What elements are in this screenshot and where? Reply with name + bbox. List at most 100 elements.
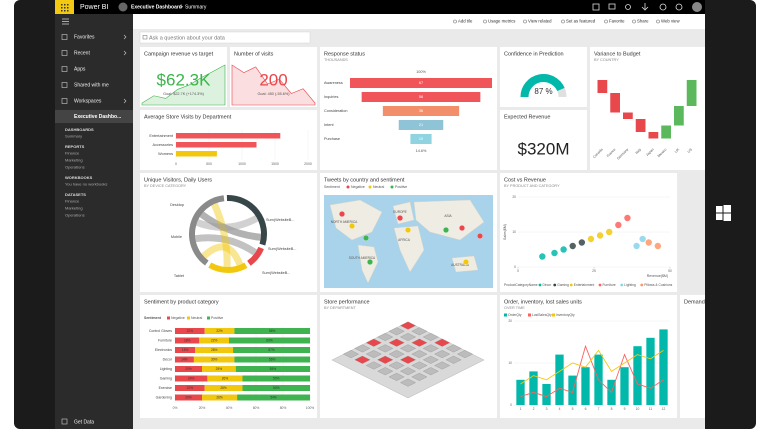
x-tick-label: 1	[520, 407, 522, 411]
chord-label: Sum(WebsiteB...	[262, 271, 290, 275]
legend-label: Positive	[211, 316, 223, 320]
y-tick-label: 0	[510, 403, 512, 407]
nav-item[interactable]: Apps	[74, 66, 86, 72]
chord-link	[195, 215, 259, 231]
data-label: 55%	[270, 367, 277, 371]
floor-block	[388, 338, 405, 347]
nav-section-item[interactable]: You have no workbooks	[65, 182, 107, 187]
floor-block	[365, 361, 382, 370]
funnel-stage: Inquiries	[324, 95, 338, 99]
toolbar-action[interactable]: Share	[637, 19, 649, 24]
tile[interactable]	[230, 47, 317, 107]
toolbar-action[interactable]: Set as featured	[566, 19, 596, 24]
bar	[581, 367, 590, 405]
waterfall-category: France	[606, 148, 617, 159]
y-tick-label: 20	[508, 319, 512, 323]
floor-block	[434, 350, 451, 359]
nav-section-item[interactable]: Operations	[65, 165, 85, 170]
toolbar-icon	[604, 19, 608, 24]
data-label: 28%	[211, 348, 218, 352]
line	[520, 344, 664, 398]
tile[interactable]	[680, 295, 710, 418]
tile[interactable]	[500, 173, 677, 292]
bar	[555, 354, 564, 405]
data-label: 22%	[216, 329, 223, 333]
funnel-bottom-label: 14.6%	[416, 149, 427, 153]
x-tick-label: 9	[624, 407, 626, 411]
tile[interactable]	[140, 47, 227, 107]
stacked-bar	[175, 394, 202, 401]
toolbar-icon	[632, 19, 636, 24]
tile-title: Order, inventory, lost sales units	[504, 299, 582, 305]
nav-current[interactable]: Executive Dashbo...	[74, 114, 122, 120]
legend-label: Negative	[171, 316, 185, 320]
legend-dot	[569, 283, 573, 287]
map-pie	[367, 259, 373, 265]
nav-item[interactable]: Recent	[74, 50, 90, 56]
stacked-bar	[204, 385, 243, 391]
nav-section-title: DATASETS	[65, 192, 86, 197]
get-data-icon	[61, 418, 68, 425]
waterfall-bar	[674, 106, 684, 126]
nav-item[interactable]: Favorites	[74, 34, 95, 40]
tile[interactable]	[590, 47, 705, 170]
toolbar-action[interactable]: Usage metrics	[488, 19, 515, 24]
x-tick-label: 2000	[304, 162, 312, 166]
stacked-bar	[237, 394, 310, 401]
data-label: 28%	[220, 386, 227, 390]
legend-dot	[620, 283, 624, 287]
bar	[176, 133, 281, 139]
trend-area	[231, 64, 316, 106]
nav-section-item[interactable]: Finance	[65, 151, 80, 156]
nav-section-item[interactable]: Operations	[65, 213, 85, 218]
breadcrumb-separator: >	[180, 4, 183, 10]
legend-label: Décor	[543, 283, 553, 287]
data-label: 24%	[188, 376, 195, 380]
waterfall-bar	[686, 80, 697, 106]
scatter-point	[587, 235, 595, 243]
bar	[633, 346, 642, 405]
nav-icon	[61, 66, 68, 72]
tile-subtitle: OVER TIME	[504, 306, 525, 310]
waterfall-category: Mexico	[657, 147, 668, 158]
data-label: 57%	[268, 348, 275, 352]
sidebar	[55, 14, 133, 429]
waterfall-category: Italy	[635, 147, 643, 155]
y-tick-label: 10	[508, 361, 512, 365]
nav-item[interactable]: Workspaces	[74, 98, 102, 104]
map-pie	[459, 225, 465, 231]
floor-block	[388, 372, 405, 381]
legend-swatch	[167, 316, 170, 320]
nav-section-item[interactable]: Finance	[65, 199, 80, 204]
tile-title: Number of visits	[234, 51, 274, 57]
nav-section-item[interactable]: Marketing	[65, 206, 83, 211]
tile[interactable]	[500, 110, 587, 170]
hamburger[interactable]	[62, 18, 69, 25]
floor-block	[400, 321, 416, 330]
qna-box[interactable]	[139, 31, 311, 44]
data-label: 50%	[273, 376, 280, 380]
toolbar-action[interactable]: Web view	[661, 19, 680, 24]
nav-section-item[interactable]: Marketing	[65, 158, 83, 163]
floor-block	[354, 355, 371, 364]
bar	[659, 329, 668, 405]
toolbar-action[interactable]: Favorite	[609, 19, 625, 24]
get-data[interactable]: Get Data	[74, 419, 94, 425]
toolbar-action[interactable]: View related	[528, 19, 552, 24]
x-tick-label: 50	[668, 269, 672, 273]
tile[interactable]	[140, 110, 317, 170]
x-tick-label: 1000	[238, 162, 246, 166]
legend-dot	[346, 185, 350, 189]
map-pie	[405, 227, 411, 233]
waterfall-category: UK	[674, 147, 681, 154]
nav-item[interactable]: Shared with me	[74, 82, 109, 88]
x-tick-label: 7	[598, 407, 600, 411]
legend-dot	[553, 283, 557, 287]
legend-dot	[640, 283, 644, 287]
toolbar-action[interactable]: Add tile	[458, 19, 473, 24]
floor-block	[388, 350, 405, 359]
funnel-stage: Consideration	[324, 109, 347, 113]
avatar[interactable]	[692, 2, 702, 12]
nav-section-item[interactable]: Summary	[65, 134, 82, 139]
